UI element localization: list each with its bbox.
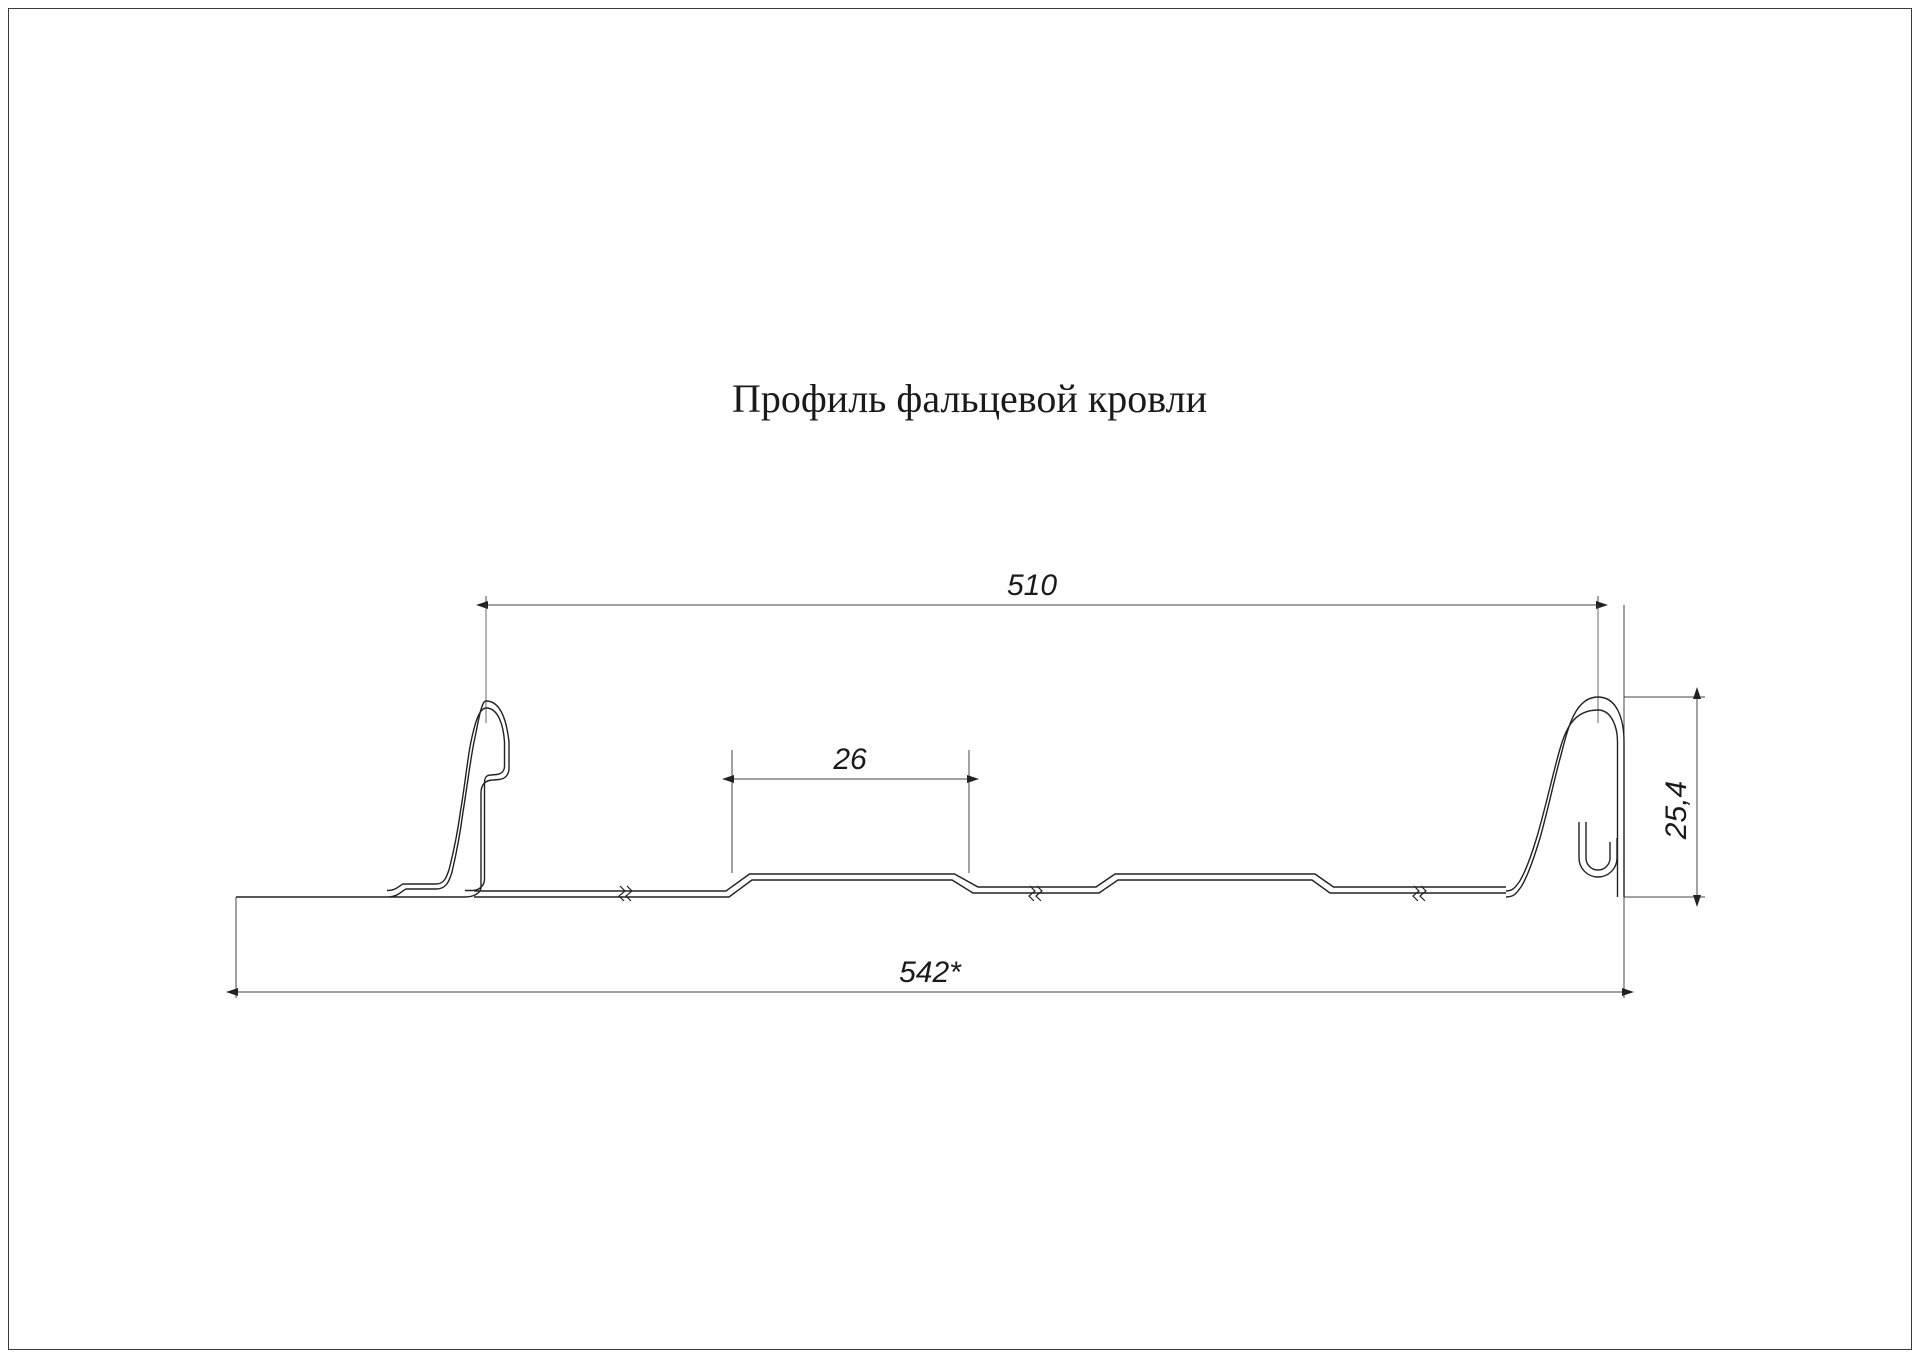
svg-text:25,4: 25,4 (1660, 781, 1693, 840)
svg-text:510: 510 (1007, 569, 1057, 602)
svg-text:542*: 542* (899, 956, 962, 989)
svg-text:26: 26 (832, 743, 867, 776)
